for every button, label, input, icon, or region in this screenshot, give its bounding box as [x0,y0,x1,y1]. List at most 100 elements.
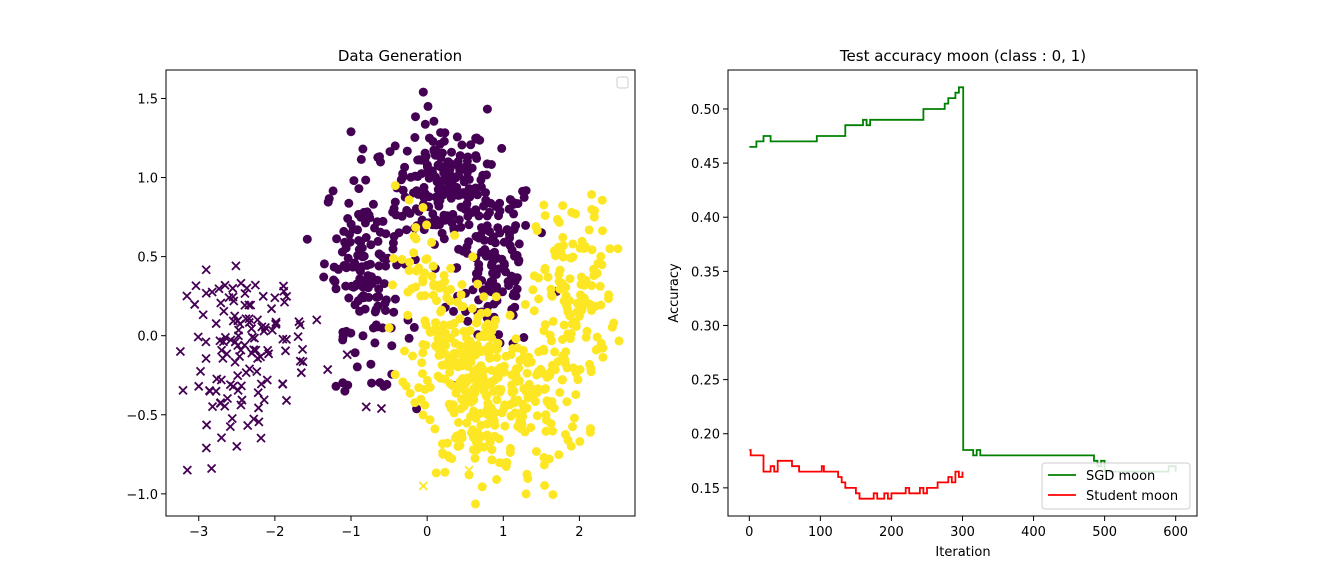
scatter-cross [253,388,263,398]
scatter-cross [195,366,206,377]
scatter-point [596,252,606,261]
scatter-cross [418,481,428,491]
scatter-point [558,232,568,242]
scatter-point [505,443,515,453]
scatter-point [571,209,581,219]
scatter-point [344,293,354,303]
scatter-point [404,333,414,343]
scatter-point [385,147,395,157]
scatter-point [463,362,473,371]
scatter-point [485,437,495,447]
scatter-cross [225,379,236,390]
scatter-point [477,372,487,382]
scatter-point [596,338,606,348]
scatter-cross [266,304,277,314]
scatter-point [468,252,478,262]
scatter-ytick-label: 0.5 [137,251,158,266]
scatter-point [331,381,341,391]
scatter-ytick-label: −0.5 [126,409,158,424]
scatter-point [568,422,577,432]
scatter-point [554,277,564,286]
scatter-point [471,133,481,143]
scatter-point [448,209,458,219]
accuracy-plot: Test accuracy moon (class : 0, 1) 0 100 20… [667,47,1198,560]
scatter-point [483,410,493,420]
scatter-point [444,399,454,409]
scatter-points [175,87,624,509]
scatter-point [448,182,458,192]
scatter-point [420,148,430,158]
scatter-point [389,232,399,241]
scatter-point [439,210,449,220]
scatter-cross [240,340,250,350]
scatter-point [488,232,498,242]
scatter-point [492,475,502,484]
scatter-point [466,140,476,150]
scatter-point [543,272,553,282]
scatter-point [374,284,384,294]
scatter-point [455,314,465,324]
scatter-point [376,157,385,167]
scatter-point [458,302,468,311]
scatter-cross [258,291,268,301]
scatter-cross [252,315,263,325]
scatter-cross [323,364,333,375]
scatter-point [439,136,449,146]
scatter-point [569,413,579,423]
accuracy-ylabel: Accuracy [667,263,682,323]
scatter-cross [206,463,217,474]
scatter-plot: Data Generation −3 −2 −1 0 1 2 −1.0 −0.5 0.0 0.5 1… [126,47,636,540]
scatter-point [354,184,364,194]
scatter-cross [241,367,251,378]
scatter-point [582,326,592,336]
scatter-title: Data Generation [338,47,462,65]
scatter-cross [241,314,251,324]
scatter-point [454,215,464,225]
scatter-xtick-label: −1 [341,525,360,540]
scatter-point [476,182,486,192]
scatter-point [349,176,359,186]
scatter-point [548,426,558,436]
scatter-point [437,176,447,186]
scatter-point [534,347,544,357]
scatter-point [420,268,429,278]
scatter-point [485,353,495,363]
scatter-point [346,127,356,137]
scatter-point [358,144,368,154]
scatter-point [558,351,567,361]
scatter-point [352,362,362,372]
scatter-point [446,263,456,273]
scatter-cross [182,291,192,301]
scatter-point [455,151,465,161]
scatter-point [417,169,427,179]
scatter-cross [240,300,250,310]
scatter-point [511,371,521,381]
accuracy-xtick-label: 200 [879,525,904,540]
scatter-point [340,386,350,396]
scatter-point [488,276,498,286]
scatter-point [505,400,515,410]
scatter-point [427,237,437,247]
scatter-point [497,408,507,418]
scatter-cross [361,402,371,412]
scatter-point [482,159,492,169]
scatter-point [528,285,538,295]
scatter-point [470,499,480,509]
accuracy-xtick-label: 600 [1163,525,1188,540]
scatter-point [441,328,450,338]
scatter-point [456,377,466,387]
scatter-point [557,375,567,385]
scatter-point [445,320,455,330]
scatter-point [526,423,536,432]
scatter-point [445,367,455,377]
scatter-point [446,284,456,294]
scatter-cross [201,265,211,275]
scatter-point [404,266,414,276]
scatter-point [493,338,503,348]
scatter-cross [256,433,266,443]
scatter-point [524,379,534,389]
scatter-cross [193,332,203,342]
scatter-point [418,87,428,97]
scatter-point [477,223,486,233]
accuracy-axes: 0 100 200 300 400 500 600 0.15 0.20 0.25 0.30 0.35 0… [691,103,1188,540]
